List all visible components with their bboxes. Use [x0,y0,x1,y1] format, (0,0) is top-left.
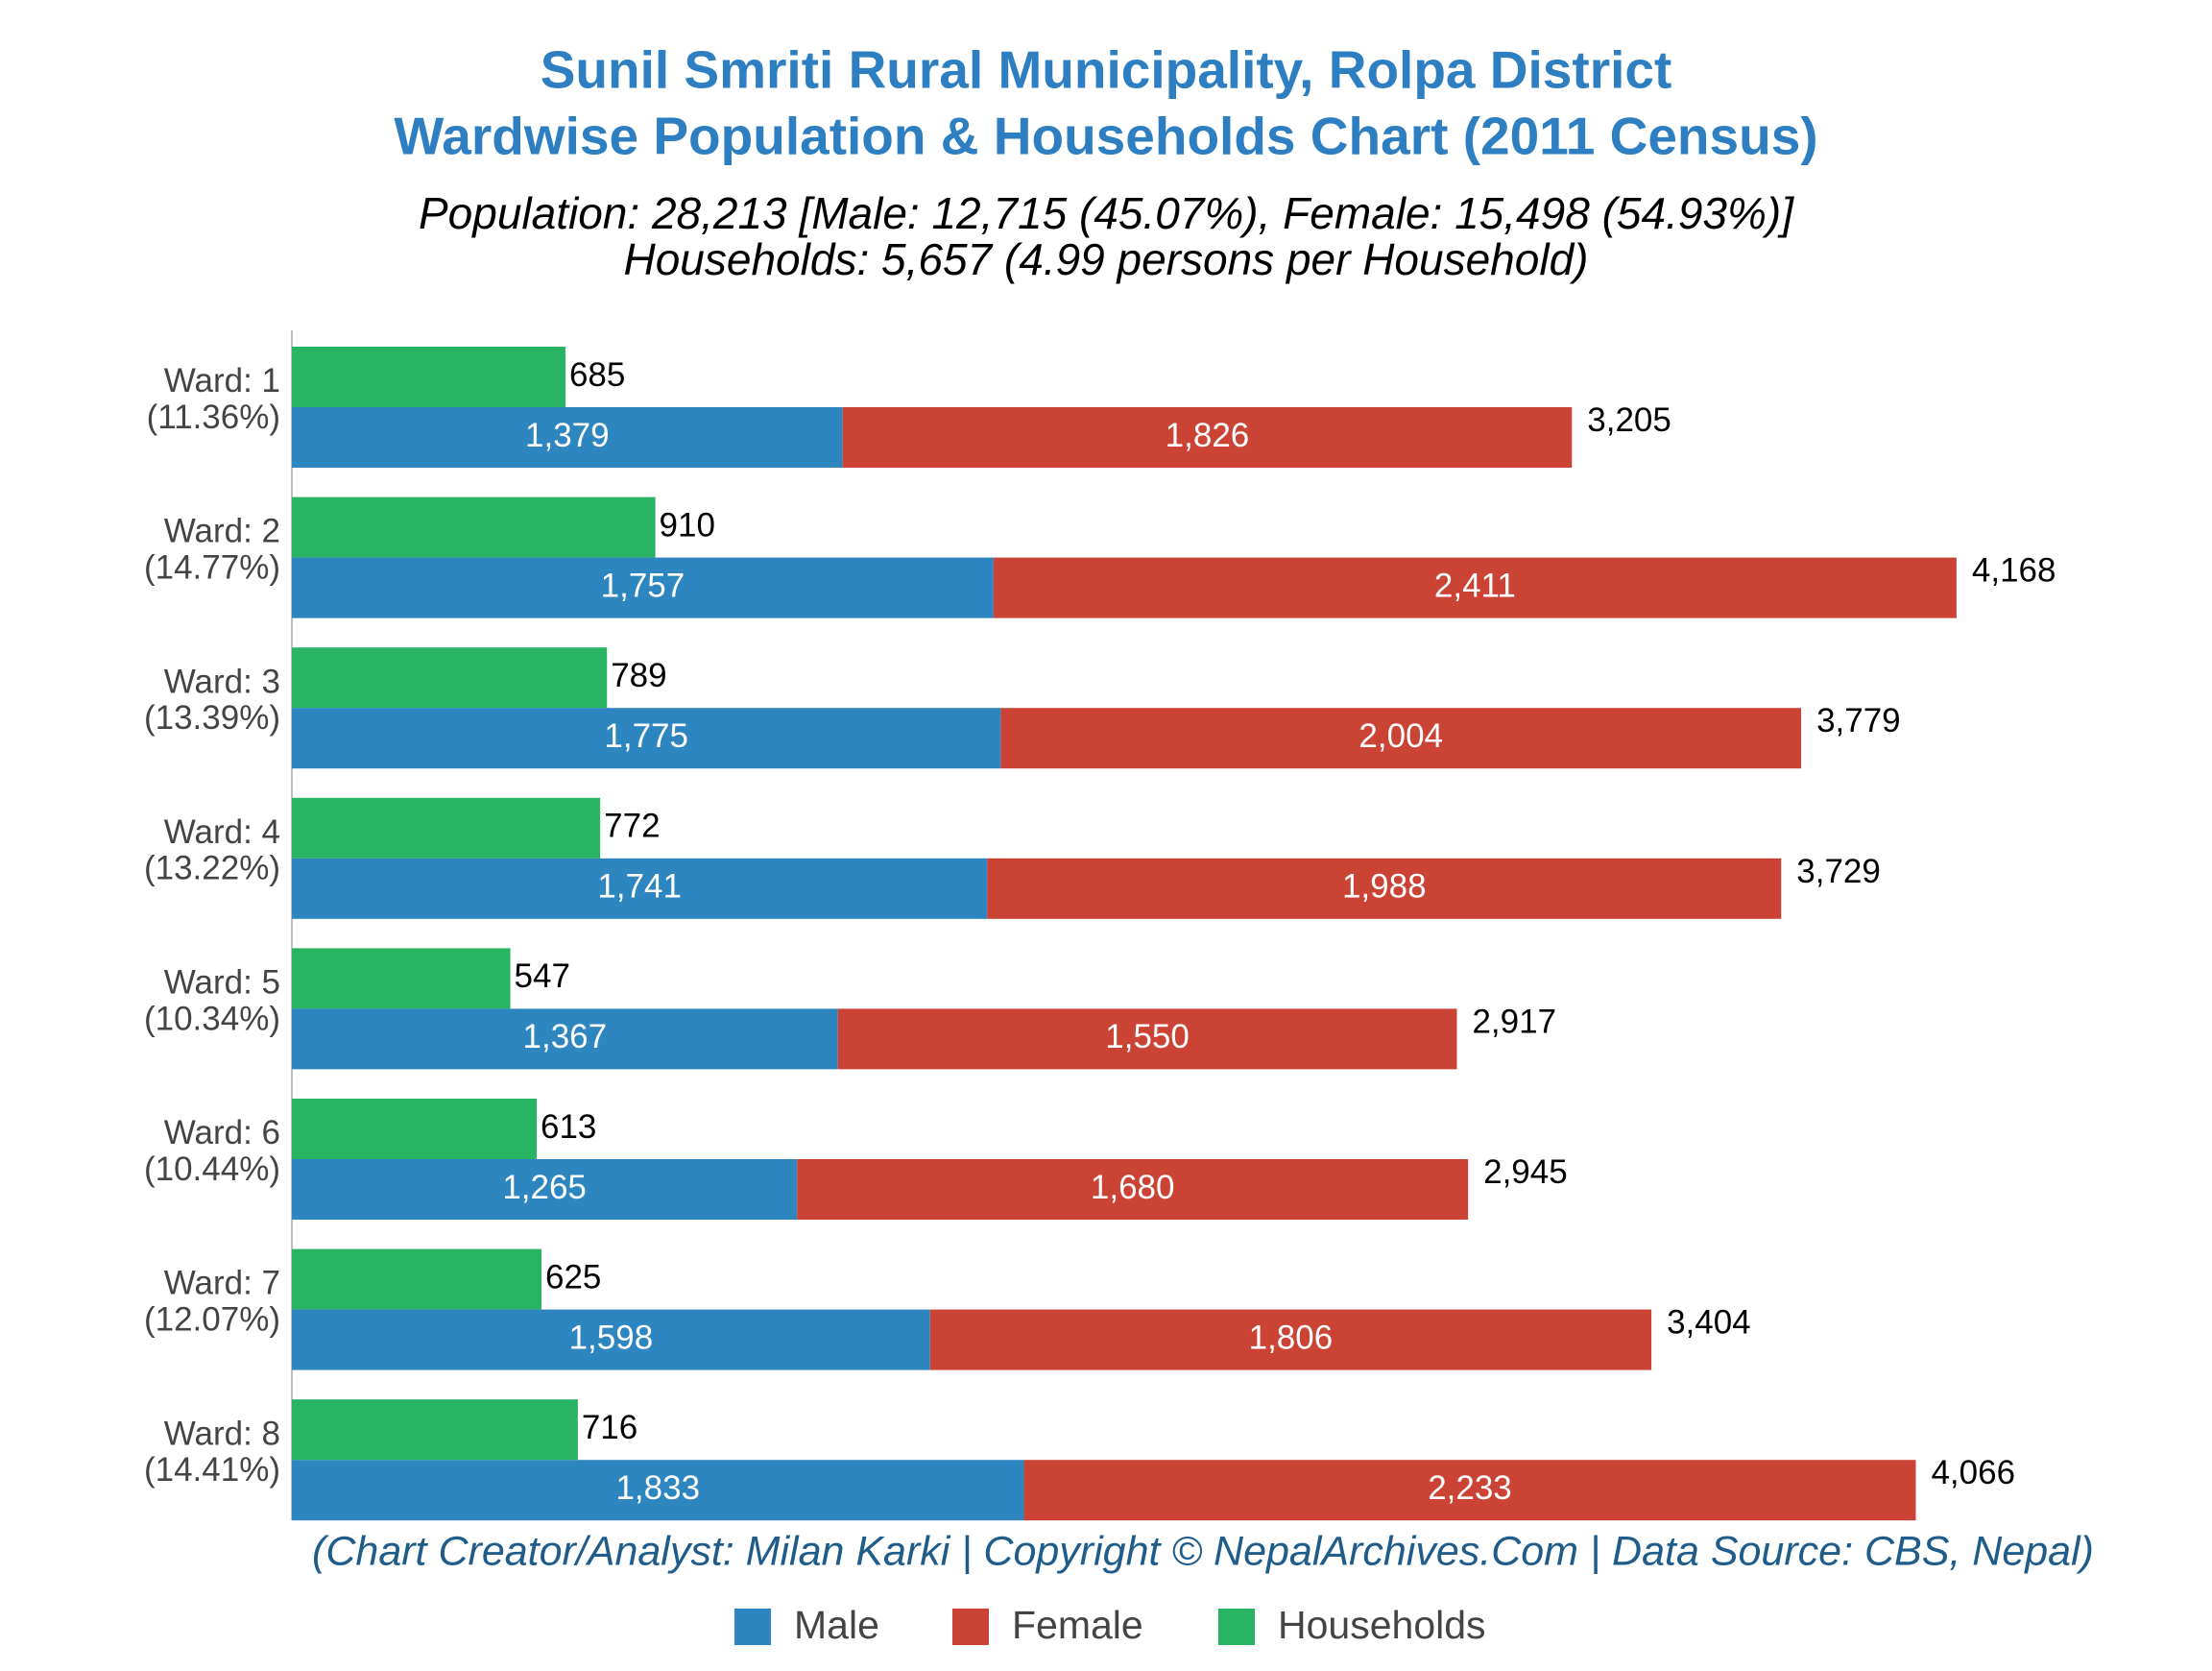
bar [993,557,1957,618]
subtitle: Households: 5,657 (4.99 persons per Hous… [624,234,1589,284]
footer: (Chart Creator/Analyst: Milan Karki | Co… [312,1528,2094,1574]
bar [292,1008,838,1070]
subtitle: Population: 28,213 [Male: 12,715 (45.07%… [419,188,1794,238]
category-label: (10.34%) [144,1000,280,1037]
bar [292,708,1001,769]
bar [842,407,1573,468]
bar [292,496,656,558]
bar [292,1159,798,1220]
bar [929,1309,1652,1370]
data-label: 1,757 [601,567,685,604]
category-label: Ward: 5 [164,963,280,1001]
category-label: (13.39%) [144,699,280,737]
total-label: 3,404 [1667,1304,1751,1342]
bar [292,347,565,407]
category-label: Ward: 1 [164,362,280,400]
legend-label: Households [1278,1603,1486,1647]
data-label: 2,411 [1434,567,1516,604]
category-label: (11.36%) [147,399,280,436]
data-label: 1,680 [1091,1169,1175,1206]
bar [292,1460,1024,1521]
bar [987,858,1782,919]
data-label: 1,741 [597,868,682,906]
bar [797,1159,1469,1220]
data-label: 1,988 [1342,868,1427,906]
data-label: 1,265 [502,1169,587,1206]
bar [1000,708,1802,769]
bar [1023,1460,1916,1521]
category-label: Ward: 3 [164,663,280,700]
category-label: Ward: 6 [164,1114,280,1151]
legend-swatch [1218,1609,1255,1645]
total-label: 3,729 [1796,853,1881,890]
bar [292,557,994,618]
bar [292,1099,538,1159]
data-label: 772 [604,808,660,845]
total-label: 4,066 [1931,1454,2015,1491]
data-label: 547 [515,957,570,995]
category-label: (10.44%) [144,1150,280,1188]
category-label: (14.77%) [144,548,280,586]
bar [292,647,608,709]
legend-swatch [734,1609,771,1645]
chart-title: Sunil Smriti Rural Municipality, Rolpa D… [541,40,1672,100]
chart-title: Wardwise Population & Households Chart (… [394,107,1817,166]
bar [292,797,601,859]
data-label: 1,775 [604,717,688,755]
legend-label: Male [794,1603,879,1647]
data-label: 1,367 [523,1018,608,1055]
total-label: 2,945 [1483,1153,1568,1191]
total-label: 3,779 [1816,702,1901,739]
category-label: (14.41%) [144,1451,280,1489]
category-label: (12.07%) [144,1300,280,1338]
data-label: 613 [541,1108,596,1146]
bar [292,948,511,1009]
bar [292,407,843,468]
total-label: 2,917 [1472,1003,1556,1040]
total-label: 4,168 [1972,552,2056,590]
category-label: Ward: 4 [164,813,280,851]
data-label: 716 [582,1409,637,1446]
legend-label: Female [1012,1603,1143,1647]
data-label: 1,806 [1249,1319,1334,1356]
bar [292,1248,541,1310]
data-label: 1,598 [569,1319,654,1356]
data-label: 685 [569,356,625,394]
category-label: Ward: 8 [164,1415,280,1452]
data-label: 1,826 [1166,417,1250,454]
data-label: 1,379 [525,417,610,454]
legend-swatch [952,1609,989,1645]
bar [837,1008,1457,1070]
data-label: 910 [660,506,715,544]
data-label: 2,004 [1358,717,1443,755]
data-label: 2,233 [1428,1469,1512,1507]
category-label: Ward: 2 [164,513,280,550]
category-label: (13.22%) [144,850,280,887]
total-label: 3,205 [1587,401,1671,439]
data-label: 1,833 [615,1469,700,1507]
data-label: 789 [611,657,666,694]
category-label: Ward: 7 [164,1265,280,1302]
bar [292,1399,578,1461]
bar [292,1309,930,1370]
data-label: 625 [545,1258,601,1296]
data-label: 1,550 [1105,1018,1190,1055]
bar [292,858,988,919]
